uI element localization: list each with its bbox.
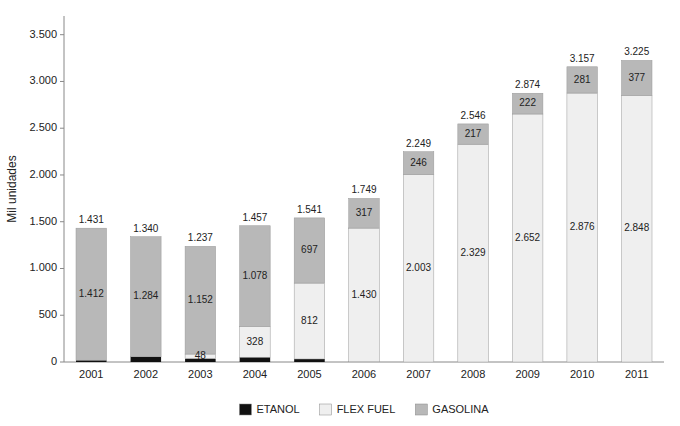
data-label: 812 [301, 315, 318, 326]
data-label: 1.284 [133, 290, 158, 301]
tick-label: 2008 [461, 368, 485, 380]
legend-label: FLEX FUEL [337, 403, 396, 415]
y-axis-label: Mil unidades [5, 155, 19, 222]
data-label: 281 [574, 74, 591, 85]
bar-segment [185, 246, 216, 354]
bar-segment [403, 175, 434, 362]
tick-label: 2006 [352, 368, 376, 380]
tick-label: 2011 [625, 368, 649, 380]
total-label: 2.249 [406, 138, 431, 149]
bar-segment [131, 357, 162, 362]
bar-segment [458, 144, 489, 362]
data-label: 1.430 [351, 289, 376, 300]
data-label: 2.876 [570, 221, 595, 232]
data-label: 377 [628, 72, 645, 83]
y-axis-line [64, 16, 65, 362]
bar-segment [512, 93, 543, 114]
bar-segment [240, 226, 271, 327]
tick-mark [60, 362, 64, 363]
bar-segment [240, 357, 271, 362]
tick-label: 3.500 [29, 28, 57, 40]
bar-segment [76, 360, 107, 362]
tick-label: 0 [51, 355, 57, 367]
bar-segment [240, 327, 271, 358]
data-label: 2.652 [515, 232, 540, 243]
tick-label: 2009 [515, 368, 539, 380]
bar-segment [621, 60, 652, 95]
legend-label: ETANOL [256, 403, 299, 415]
legend-swatch [320, 404, 332, 415]
bars [76, 60, 652, 362]
tick-label: 2010 [570, 368, 594, 380]
data-label: 2.848 [624, 222, 649, 233]
bar-segment [458, 124, 489, 144]
data-label: 246 [410, 157, 427, 168]
data-label: 1.412 [79, 288, 104, 299]
bar-segment [567, 67, 598, 93]
legend-item: FLEX FUEL [320, 403, 396, 415]
bar-segment [621, 96, 652, 362]
bar-segment [349, 198, 380, 228]
chart: 0 500 1.000 1.500 2.000 2.500 3.000 3.500 2001 20… [0, 0, 680, 426]
tick-label: 2.500 [29, 121, 57, 133]
bar-segment [512, 114, 543, 362]
total-label: 1.541 [297, 204, 322, 215]
legend-item: GASOLINA [415, 403, 489, 415]
bar-segment [403, 152, 434, 175]
total-label: 1.457 [242, 212, 267, 223]
tick-mark [60, 34, 64, 35]
tick-label: 1.000 [29, 261, 57, 273]
tick-mark [60, 315, 64, 316]
data-label: 697 [301, 244, 318, 255]
data-labels: 48 328 812 1.430 2.003 2.329 2.652 2.876 2.848 1.… [79, 46, 650, 361]
data-label: 2.329 [461, 247, 486, 258]
total-label: 2.546 [461, 110, 486, 121]
total-label: 3.157 [570, 53, 595, 64]
bar-segment [294, 283, 325, 359]
total-label: 1.431 [79, 214, 104, 225]
total-label: 1.340 [133, 223, 158, 234]
data-label: 48 [195, 350, 207, 361]
tick-label: 3.000 [29, 74, 57, 86]
tick-mark [60, 268, 64, 269]
bar-segment [76, 228, 107, 360]
tick-label: 2005 [297, 368, 321, 380]
bar-segment [349, 228, 380, 362]
tick-label: 2003 [188, 368, 212, 380]
tick-label: 500 [39, 308, 57, 320]
legend-label: GASOLINA [432, 403, 489, 415]
data-label: 1.152 [188, 294, 213, 305]
tick-label: 2001 [79, 368, 103, 380]
data-label: 222 [519, 97, 536, 108]
tick-mark [60, 221, 64, 222]
total-label: 2.874 [515, 79, 540, 90]
legend: ETANOL FLEX FUEL GASOLINA [239, 403, 489, 415]
legend-swatch [239, 404, 251, 415]
legend-item: ETANOL [239, 403, 299, 415]
bar-segment [567, 93, 598, 362]
bar-segment [294, 218, 325, 283]
axes: 0 500 1.000 1.500 2.000 2.500 3.000 3.500 2001 20… [29, 16, 664, 380]
tick-mark [60, 174, 64, 175]
tick-label: 2002 [134, 368, 158, 380]
total-label: 1.237 [188, 232, 213, 243]
data-label: 328 [247, 336, 264, 347]
tick-label: 1.500 [29, 215, 57, 227]
tick-label: 2004 [243, 368, 267, 380]
tick-mark [60, 128, 64, 129]
total-label: 3.225 [624, 46, 649, 57]
data-label: 1.078 [242, 270, 267, 281]
data-label: 317 [356, 207, 373, 218]
tick-mark [60, 81, 64, 82]
data-label: 217 [465, 128, 482, 139]
bar-segment [131, 237, 162, 357]
data-label: 2.003 [406, 262, 431, 273]
total-label: 1.749 [351, 184, 376, 195]
bar-segment [294, 359, 325, 362]
tick-label: 2007 [406, 368, 430, 380]
tick-label: 2.000 [29, 168, 57, 180]
legend-swatch [415, 404, 427, 415]
